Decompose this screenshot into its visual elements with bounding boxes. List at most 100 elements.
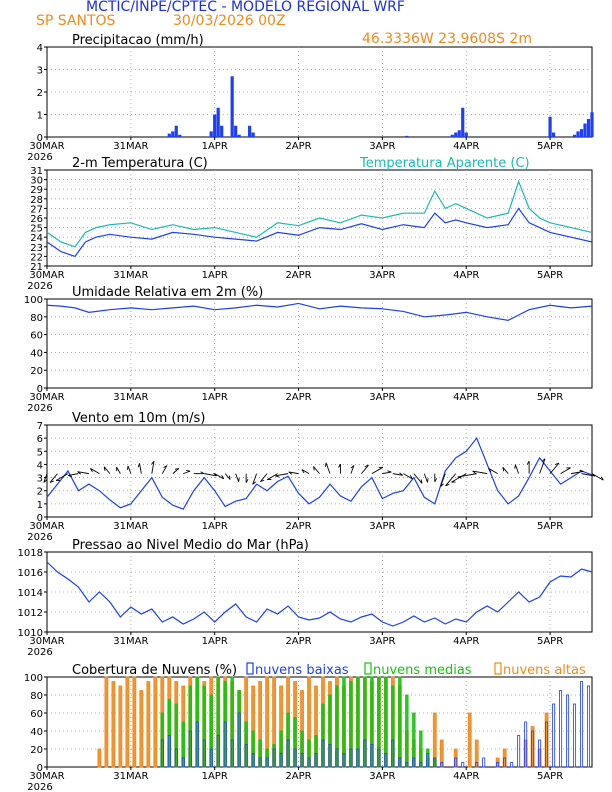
legend-label: nuvens medias xyxy=(373,663,472,678)
cloud-bar xyxy=(146,681,151,768)
wind-barb xyxy=(325,462,331,474)
wind-barb-head xyxy=(350,465,355,469)
wind-barb-head xyxy=(420,479,423,484)
wind-barb xyxy=(591,473,604,481)
wind-barb xyxy=(472,470,488,475)
series-line-temperature xyxy=(46,207,593,258)
cloud-bar xyxy=(251,753,255,768)
legend-label: nuvens baixas xyxy=(255,663,349,678)
wind-barb-head xyxy=(409,475,413,480)
y-tick-label: 3 xyxy=(37,474,43,485)
y-tick-label: 26 xyxy=(30,214,43,225)
y-tick-label: 22 xyxy=(30,252,43,263)
cloud-bar xyxy=(356,748,360,768)
temp-apparent-title: Temperatura Aparente (C) xyxy=(359,156,530,171)
precip-bar xyxy=(220,125,224,137)
x-tick-label: 30MAR xyxy=(29,521,64,532)
cloud-bar xyxy=(552,703,556,768)
cloud-bar xyxy=(419,730,423,768)
x-tick-label: 3APR xyxy=(369,521,395,532)
wind-barb xyxy=(139,463,142,474)
wind-barb-head xyxy=(472,470,477,474)
series-line-wind-speed xyxy=(46,436,593,510)
x-tick-label: 4APR xyxy=(453,636,479,647)
header-coords: 46.3336W 23.9608S 2m xyxy=(362,31,532,47)
cloud-bar xyxy=(566,694,570,768)
wind-barb xyxy=(49,473,58,483)
cloud-bar xyxy=(573,703,577,768)
x-year-label: 2026 xyxy=(27,152,52,163)
y-tick-label: 31 xyxy=(30,166,43,177)
wind-barb xyxy=(403,473,413,480)
cloud-bar xyxy=(461,762,465,768)
wind-barb xyxy=(43,473,48,483)
y-tick-label: 40 xyxy=(30,727,43,738)
wind-barb xyxy=(440,473,446,487)
cloud-bar xyxy=(258,757,262,768)
y-tick-label: 80 xyxy=(30,313,43,324)
precip-bar xyxy=(230,76,234,137)
x-tick-label: 5APR xyxy=(537,771,563,782)
wind-barb xyxy=(172,468,180,474)
cloud-bar xyxy=(160,739,164,768)
cloud-bar xyxy=(419,762,423,768)
y-tick-label: 20 xyxy=(30,366,43,377)
wind-barb-head xyxy=(77,471,82,475)
y-tick-label: 23 xyxy=(30,243,43,254)
cloud-bar xyxy=(188,730,192,768)
y-tick-label: 40 xyxy=(30,348,43,359)
panel-title: Precipitacao (mm/h) xyxy=(72,33,204,48)
cloud-bar xyxy=(272,748,276,768)
y-tick-label: 80 xyxy=(30,691,43,702)
y-tick-label: 28 xyxy=(30,195,43,206)
wind-barb-head xyxy=(137,463,140,468)
wind-barb-head xyxy=(126,465,129,470)
cloud-bar xyxy=(97,748,102,768)
wind-barb-head xyxy=(151,460,155,465)
wind-barb-head xyxy=(49,480,54,483)
y-tick-label: 0 xyxy=(37,763,43,774)
cloud-bar xyxy=(370,744,374,768)
precip-bar xyxy=(248,125,252,137)
cloud-bar xyxy=(237,712,241,768)
cloud-bar xyxy=(139,690,144,768)
y-tick-label: 1 xyxy=(37,500,43,511)
wind-barb-head xyxy=(313,466,315,471)
y-tick-label: 5 xyxy=(37,447,43,458)
cloud-bar xyxy=(181,757,185,768)
y-tick-label: 3 xyxy=(37,66,43,77)
wind-barb-head xyxy=(68,475,73,478)
wind-barb-head xyxy=(325,462,327,467)
wind-barb-head xyxy=(260,479,265,483)
panel-frame-5 xyxy=(46,676,593,768)
series-line-pressure xyxy=(46,561,593,627)
precip-bar xyxy=(167,133,171,137)
y-tick-label: 0 xyxy=(37,513,43,524)
x-tick-label: 31MAR xyxy=(113,636,148,647)
wind-barb xyxy=(103,466,111,474)
wind-barb-head xyxy=(90,468,93,473)
wind-barb xyxy=(423,473,428,483)
precip-bar xyxy=(590,112,594,137)
wind-barb-head xyxy=(579,469,584,472)
wind-barb xyxy=(502,467,509,474)
legend-swatch xyxy=(364,662,372,675)
wind-barb xyxy=(445,473,457,487)
x-tick-label: 5APR xyxy=(537,636,563,647)
x-tick-label: 31MAR xyxy=(113,392,148,403)
wind-barb xyxy=(457,473,477,478)
wind-barb-head xyxy=(338,463,341,468)
x-tick-label: 4APR xyxy=(453,141,479,152)
cloud-bar xyxy=(286,739,290,768)
wind-barb-head xyxy=(163,465,168,469)
precip-bar xyxy=(572,134,577,137)
cloud-bar xyxy=(405,694,409,768)
wind-barb xyxy=(570,470,584,475)
x-tick-label: 5APR xyxy=(537,392,563,403)
x-tick-label: 31MAR xyxy=(113,771,148,782)
cloud-bar xyxy=(279,753,283,768)
precip-bar xyxy=(251,132,255,137)
wind-barb-head xyxy=(554,462,560,466)
cloud-bar xyxy=(587,685,591,768)
series-line-humidity xyxy=(46,302,593,321)
